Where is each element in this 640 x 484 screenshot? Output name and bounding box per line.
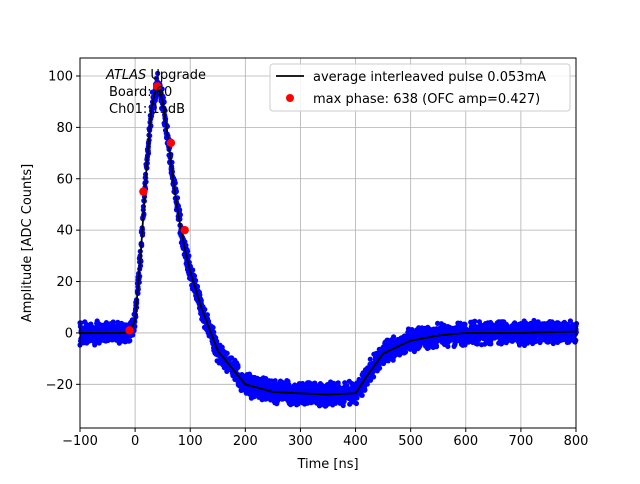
raw-sample-point-470 [155, 70, 161, 76]
raw-sample-point-1597 [341, 398, 347, 405]
raw-sample-point-300 [127, 338, 133, 344]
raw-sample-point-2328 [462, 321, 468, 327]
max-phase-points [125, 82, 189, 335]
y-tick-label-4: 60 [56, 172, 73, 187]
x-tick-label-8: 700 [508, 434, 533, 449]
raw-sample-point-1776 [371, 374, 377, 380]
upgrade-label: Upgrade [146, 68, 206, 83]
raw-sample-point-2155 [433, 343, 439, 349]
x-tick-label-6: 500 [398, 434, 423, 449]
x-tick-label-7: 600 [453, 434, 478, 449]
y-tick-label-1: 0 [65, 326, 73, 341]
raw-sample-point-769 [204, 312, 210, 318]
legend: average interleaved pulse 0.053mA max ph… [269, 63, 571, 112]
y-axis-ticks: −20 0 20 40 60 80 100 [46, 69, 80, 393]
y-tick-label-5: 80 [56, 121, 73, 136]
raw-sample-point-1671 [353, 400, 359, 407]
raw-sample-point-681 [190, 267, 196, 273]
raw-sample-point-1739 [364, 381, 370, 387]
average-pulse-line [80, 80, 577, 396]
raw-sample-point-690 [191, 273, 198, 279]
annotation-line-1: ATLAS Upgrade [105, 68, 206, 83]
raw-sample-point-2964 [567, 318, 574, 324]
raw-sample-point-1968 [402, 349, 409, 355]
x-tick-label-5: 400 [343, 434, 368, 449]
max-phase-point-4 [180, 225, 189, 235]
raw-sample-point-2385 [472, 318, 478, 324]
raw-sample-point-1724 [362, 387, 368, 393]
y-tick-label-6: 100 [48, 69, 73, 84]
raw-sample-point-2484 [488, 341, 494, 347]
max-phase-point-3 [166, 138, 176, 147]
plot-frame [79, 57, 577, 429]
raw-sample-point-890 [224, 350, 230, 356]
y-axis-label: Amplitude [ADC Counts] [20, 164, 35, 322]
raw-sample-point-2165 [435, 320, 441, 326]
max-phase-point-1 [139, 187, 148, 196]
raw-sample-point-1675 [354, 395, 360, 401]
raw-sample-point-4 [78, 320, 84, 326]
x-tick-label-0: −100 [62, 434, 98, 449]
raw-sample-point-2658 [516, 342, 523, 348]
legend-entry-average: average interleaved pulse 0.053mA [313, 70, 546, 85]
x-tick-label-9: 800 [564, 434, 589, 449]
y-tick-label-3: 40 [56, 224, 73, 239]
raw-sample-point-1179 [272, 378, 278, 384]
raw-sample-point-2681 [520, 338, 526, 344]
raw-sample-point-1708 [359, 392, 365, 398]
max-phase-point-2 [152, 82, 162, 91]
max-phase-point-0 [125, 326, 134, 335]
average-pulse [80, 80, 577, 396]
x-tick-label-1: 0 [131, 434, 139, 449]
y-tick-label-0: −20 [46, 378, 73, 393]
x-axis-ticks: −100 0 100 200 300 400 500 600 700 800 [62, 428, 588, 449]
raw-sample-point-804 [210, 324, 216, 331]
raw-sample-point-1896 [391, 334, 397, 340]
legend-marker-swatch [286, 94, 294, 102]
atlas-label: ATLAS [105, 68, 146, 83]
raw-sample-point-955 [235, 364, 241, 370]
raw-sample-point-808 [211, 329, 217, 335]
raw-sample-point-198 [110, 319, 116, 325]
raw-sample-point-448 [151, 105, 157, 111]
annotation: ATLAS Upgrade Board: 60 Ch01: 15dB [105, 68, 206, 117]
annotation-line-2: Board: 60 [109, 85, 172, 100]
y-tick-label-2: 20 [56, 275, 73, 290]
legend-box [269, 63, 571, 112]
legend-entry-max-phase: max phase: 638 (OFC amp=0.427) [313, 92, 540, 107]
x-axis-label: Time [ns] [296, 457, 358, 472]
x-tick-label-4: 300 [288, 434, 313, 449]
annotation-line-3: Ch01: 15dB [109, 102, 185, 117]
x-tick-label-2: 100 [178, 434, 203, 449]
raw-sample-point-1560 [335, 380, 341, 386]
raw-sample-point-2225 [445, 343, 451, 349]
x-tick-label-3: 200 [233, 434, 258, 449]
raw-sample-point-1757 [367, 356, 373, 362]
raw-sample-point-1814 [377, 365, 383, 371]
raw-sample-point-1590 [340, 402, 346, 409]
